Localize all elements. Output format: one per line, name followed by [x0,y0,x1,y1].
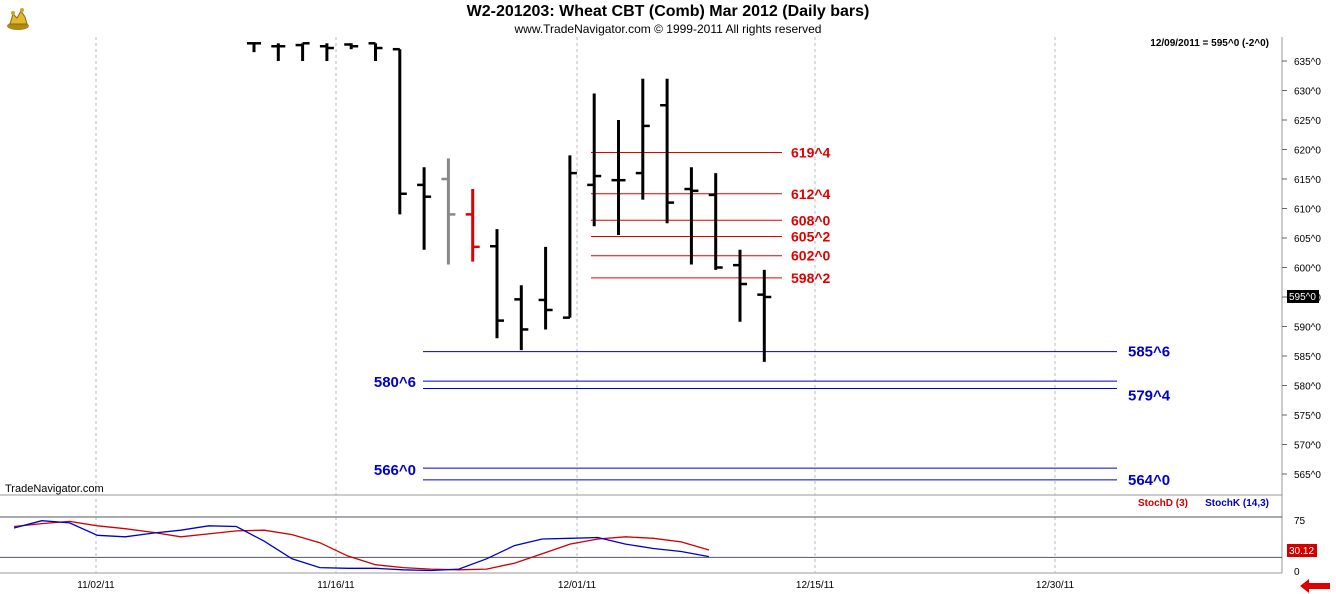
date-tick-label: 12/01/11 [558,580,597,591]
current-price-label: 595^0 [1289,292,1316,303]
ohlc-bar [757,269,772,362]
price-tick-label: 615^0 [1294,175,1321,186]
chart-header: W2-201203: Wheat CBT (Comb) Mar 2012 (Da… [0,0,1336,37]
blue-level-label: 564^0 [1128,472,1170,489]
chart-title: W2-201203: Wheat CBT (Comb) Mar 2012 (Da… [466,3,870,20]
price-tick-label: 565^0 [1294,470,1321,481]
ohlc-bar [562,155,577,319]
stoch-tick-75: 75 [1294,516,1306,527]
ohlc-bar [514,285,529,351]
ohlc-bar [295,42,310,61]
price-bars-layer [247,42,772,362]
ohlc-bar [684,167,699,265]
date-tick-label: 11/02/11 [77,580,115,591]
date-tick-label: 12/15/11 [796,580,835,591]
date-tick-label: 11/16/11 [317,580,355,591]
stoch-current-value: 30.12 [1289,546,1314,557]
date-tick-label: 12/30/11 [1036,580,1075,591]
red-level-label: 619^4 [791,144,831,160]
ohlc-bar [708,173,723,270]
ohlc-bar [490,229,504,339]
price-tick-label: 630^0 [1294,87,1321,98]
blue-level-label: 585^6 [1128,344,1170,361]
price-tick-label: 625^0 [1294,116,1321,127]
ohlc-bar [392,47,407,215]
ohlc-bar [635,78,650,200]
last-bar-info: 12/09/2011 = 595^0 (-2^0) [1150,38,1269,49]
red-level-label: 598^2 [791,270,831,286]
stochastic-pane [0,516,1282,572]
price-tick-label: 635^0 [1294,57,1321,68]
price-tick-label: 600^0 [1294,264,1321,275]
red-level-label: 605^2 [791,229,831,245]
price-tick-label: 570^0 [1294,441,1321,452]
ohlc-bar [611,120,626,236]
stochd-legend: StochD (3) [1138,498,1188,509]
price-tick-label: 575^0 [1294,411,1321,422]
ohlc-bar [660,78,675,224]
red-level-label: 608^0 [791,212,831,228]
ohlc-bar [344,43,359,50]
price-tick-label: 590^0 [1294,323,1321,334]
red-level-label: 612^4 [791,186,831,202]
stochd-line [13,520,710,571]
stoch-current-badge [1287,544,1317,557]
blue-level-label: 579^4 [1128,387,1171,404]
blue-level-label: 566^0 [374,462,416,479]
ohlc-bar [465,189,480,262]
ohlc-bar [733,249,747,322]
ohlc-bar [247,42,261,53]
stochk-legend: StochK (14,3) [1205,498,1269,509]
gold-bull-logo-icon [7,8,29,30]
price-axis-ticks: 635^0 630^0 625^0 620^0 615^0 610^0 605^0 600^0… [1282,57,1321,481]
price-tick-label: 605^0 [1294,234,1321,245]
date-gridlines: 11/02/11 11/16/11 12/01/11 12/15/11 12/30/11 [77,37,1075,591]
ohlc-bar [271,43,286,61]
blue-level-label: 580^6 [374,374,416,391]
price-tick-label: 585^0 [1294,352,1321,363]
copyright-text: www.TradeNavigator.com © 1999-2011 All r… [514,22,822,36]
red-left-arrow-icon[interactable] [1300,579,1330,593]
watermark-text: TradeNavigator.com [5,483,104,495]
stoch-tick-0: 0 [1294,567,1300,578]
logo [4,4,32,37]
price-tick-label: 610^0 [1294,205,1321,216]
ohlc-bar [441,158,456,265]
red-level-label: 602^0 [791,248,831,264]
ohlc-bar [587,93,602,227]
ohlc-bar [538,246,553,330]
price-tick-label: 580^0 [1294,382,1321,393]
current-price-badge [1287,290,1319,303]
ohlc-bar [417,167,432,250]
ohlc-bar [368,42,383,61]
stochk-line [13,520,710,572]
price-tick-label: 620^0 [1294,146,1321,157]
ohlc-bar [319,43,334,61]
